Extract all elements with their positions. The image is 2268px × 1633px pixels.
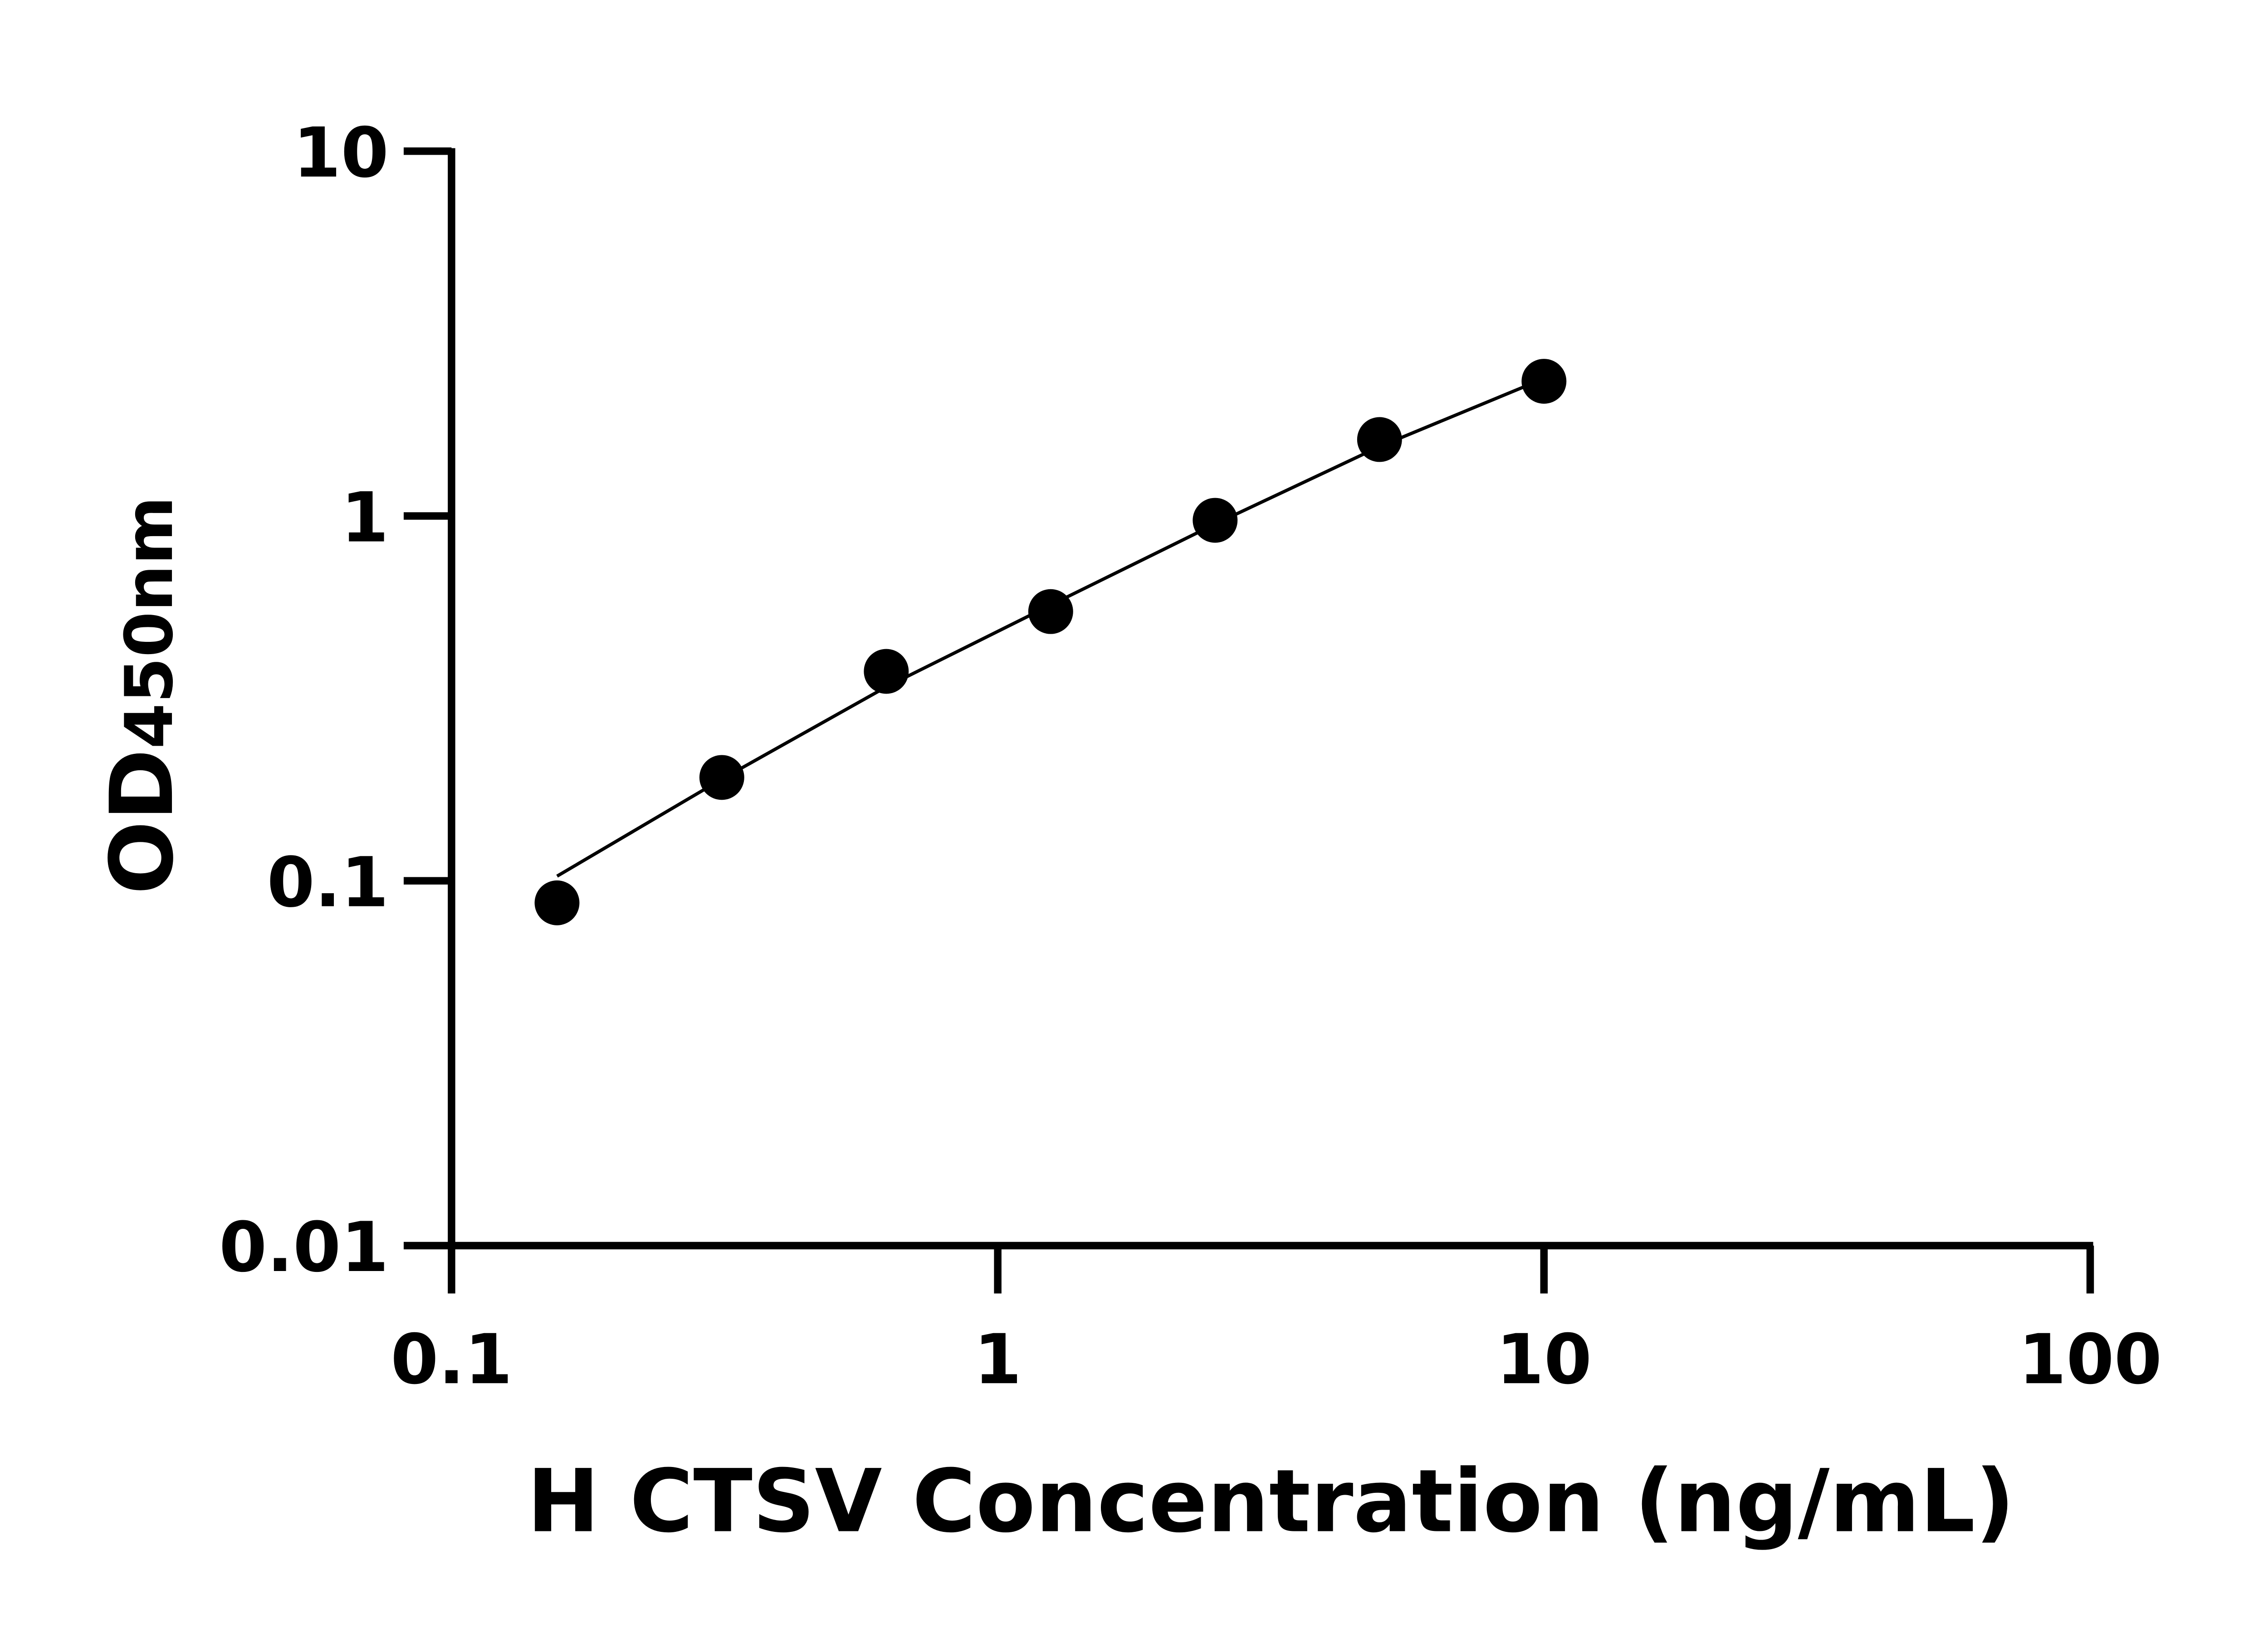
axes xyxy=(403,147,2094,1294)
x-axis-label: H CTSV Concentration (ng/mL) xyxy=(527,1452,2015,1552)
x-tick-label: 0.1 xyxy=(391,1319,513,1399)
data-point xyxy=(1028,589,1073,634)
y-tick-label: 10 xyxy=(293,112,389,193)
y-axis-label-sub: 450nm xyxy=(111,496,188,749)
y-tick-label: 1 xyxy=(341,478,389,558)
y-axis-label: OD450nm xyxy=(92,496,193,895)
x-tick-label: 10 xyxy=(1496,1319,1592,1399)
y-tick-label: 0.1 xyxy=(267,842,389,923)
data-point xyxy=(1193,498,1238,543)
data-point xyxy=(699,755,744,800)
x-tick-label: 100 xyxy=(2019,1319,2162,1399)
data-point xyxy=(1357,417,1402,462)
data-point xyxy=(1521,359,1567,404)
data-point xyxy=(864,649,909,694)
y-tick-label: 0.01 xyxy=(219,1207,389,1287)
data-points xyxy=(534,359,1567,925)
x-tick-label: 1 xyxy=(974,1319,1022,1399)
data-point xyxy=(534,880,580,925)
y-axis-label-main: OD xyxy=(92,749,193,895)
